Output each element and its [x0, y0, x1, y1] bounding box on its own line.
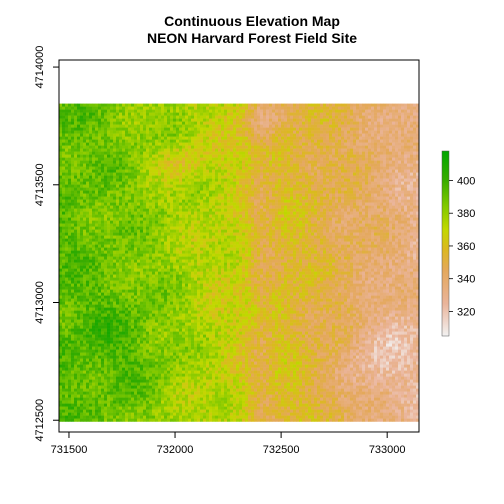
colorbar	[441, 150, 450, 337]
legend-tick-label: 360	[457, 241, 475, 253]
x-tick-label: 732500	[263, 444, 300, 456]
y-tick-label: 4713500	[34, 163, 46, 206]
x-tick-label: 733000	[369, 444, 406, 456]
x-tick-label: 732000	[157, 444, 194, 456]
legend-tick-label: 400	[457, 175, 475, 187]
y-tick-label: 4712500	[34, 399, 46, 442]
y-tick-label: 4713000	[34, 281, 46, 324]
legend-tick-label: 380	[457, 208, 475, 220]
color-legend: 320 340 360 380 400	[441, 150, 475, 337]
elevation-raster	[59, 103, 420, 422]
legend-tick-label: 320	[457, 306, 475, 318]
map-title: Continuous Elevation Map	[164, 13, 340, 29]
x-axis: 731500 732000 732500 733000	[51, 432, 406, 456]
plot-frame	[58, 59, 420, 433]
map-subtitle: NEON Harvard Forest Field Site	[146, 30, 358, 46]
y-tick-label: 4714000	[34, 46, 46, 89]
y-axis: 4712500 4713000 4713500 4714000	[34, 46, 59, 442]
x-tick-label: 731500	[51, 444, 88, 456]
legend-tick-label: 340	[457, 274, 475, 286]
